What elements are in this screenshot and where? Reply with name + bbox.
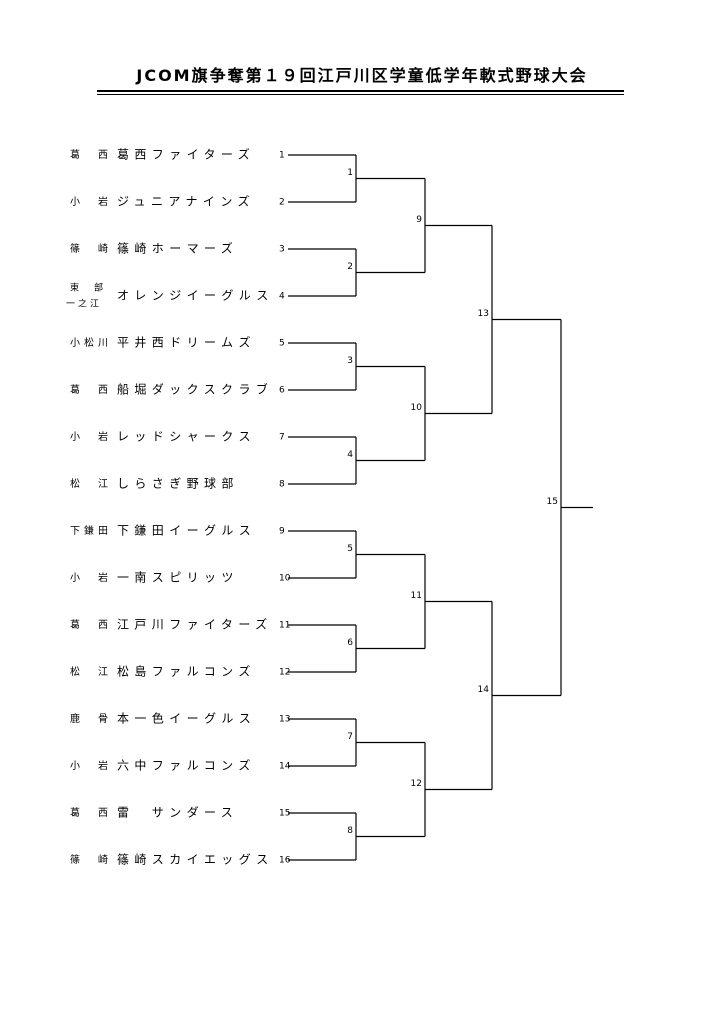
team-area: 松 江 [70, 665, 112, 678]
team-name: ジュニアナインズ [117, 194, 255, 209]
match-number: 7 [347, 732, 353, 742]
match-number: 11 [411, 591, 422, 601]
page-title: JCOM旗争奪第１９回江戸川区学童低学年軟式野球大会 [136, 66, 588, 85]
match-number: 10 [411, 403, 423, 413]
team-name: しらさぎ野球部 [117, 476, 239, 491]
team-seed: 16 [279, 856, 291, 866]
team-name: 船堀ダックスクラブ [117, 382, 273, 397]
team-seed: 15 [279, 809, 290, 819]
team-seed: 10 [279, 574, 291, 584]
team-area: 葛 西 [70, 806, 112, 819]
match-number: 9 [416, 215, 422, 225]
team-area: 小松川 [70, 336, 112, 349]
team-name: 本一色イーグルス [117, 712, 256, 726]
team-name: 江戸川ファイターズ [117, 617, 273, 632]
match-number: 15 [547, 497, 558, 507]
team-name: 平井西ドリームズ [117, 335, 256, 350]
team-seed: 14 [279, 762, 291, 772]
team-seed: 4 [279, 292, 285, 302]
team-seed: 5 [279, 339, 285, 349]
match-number: 5 [347, 544, 353, 554]
match-number: 1 [347, 168, 353, 178]
team-area: 篠 崎 [70, 242, 112, 255]
team-seed: 8 [279, 480, 285, 490]
match-number: 4 [347, 450, 353, 460]
team-area: 松 江 [70, 477, 112, 490]
team-area: 葛 西 [70, 148, 112, 161]
title-underline [97, 90, 624, 92]
team-name: 下鎌田イーグルス [117, 523, 256, 538]
team-seed: 13 [279, 715, 290, 725]
team-area: 篠 崎 [70, 853, 112, 866]
team-seed: 12 [279, 668, 290, 678]
team-seed: 3 [279, 245, 285, 255]
team-area-2: 一之江 [66, 298, 102, 310]
team-name: 六中ファルコンズ [117, 758, 256, 773]
team-name: 葛西ファイターズ [117, 147, 255, 162]
team-area: 下鎌田 [70, 524, 112, 537]
team-area: 小 岩 [70, 571, 112, 584]
team-seed: 9 [279, 527, 285, 537]
team-area: 葛 西 [70, 618, 112, 631]
team-area: 葛 西 [70, 383, 112, 396]
team-name: 篠崎ホーマーズ [117, 241, 238, 256]
match-number: 6 [347, 638, 353, 648]
team-area: 東 部 [70, 282, 106, 294]
team-seed: 6 [279, 386, 285, 396]
team-name: 篠崎スカイエッグス [117, 852, 273, 867]
team-name: 松島ファルコンズ [117, 664, 256, 679]
team-seed: 11 [279, 621, 290, 631]
team-name: 一南スピリッツ [117, 570, 239, 585]
match-number: 3 [347, 356, 353, 366]
match-number: 12 [411, 779, 422, 789]
team-area: 小 岩 [70, 430, 112, 443]
team-name: 雷 サンダース [117, 805, 238, 820]
match-number: 13 [478, 309, 489, 319]
match-number: 2 [347, 262, 353, 272]
team-area: 小 岩 [70, 195, 112, 208]
team-seed: 2 [279, 198, 285, 208]
team-name: オレンジイーグルス [117, 289, 274, 303]
match-number: 8 [347, 826, 353, 836]
team-area: 鹿 骨 [70, 712, 112, 725]
team-seed: 1 [279, 151, 285, 161]
team-area: 小 岩 [70, 759, 112, 772]
match-number: 14 [478, 685, 490, 695]
title-underline-thin [97, 94, 624, 95]
team-name: レッドシャークス [117, 430, 256, 444]
team-seed: 7 [279, 433, 285, 443]
